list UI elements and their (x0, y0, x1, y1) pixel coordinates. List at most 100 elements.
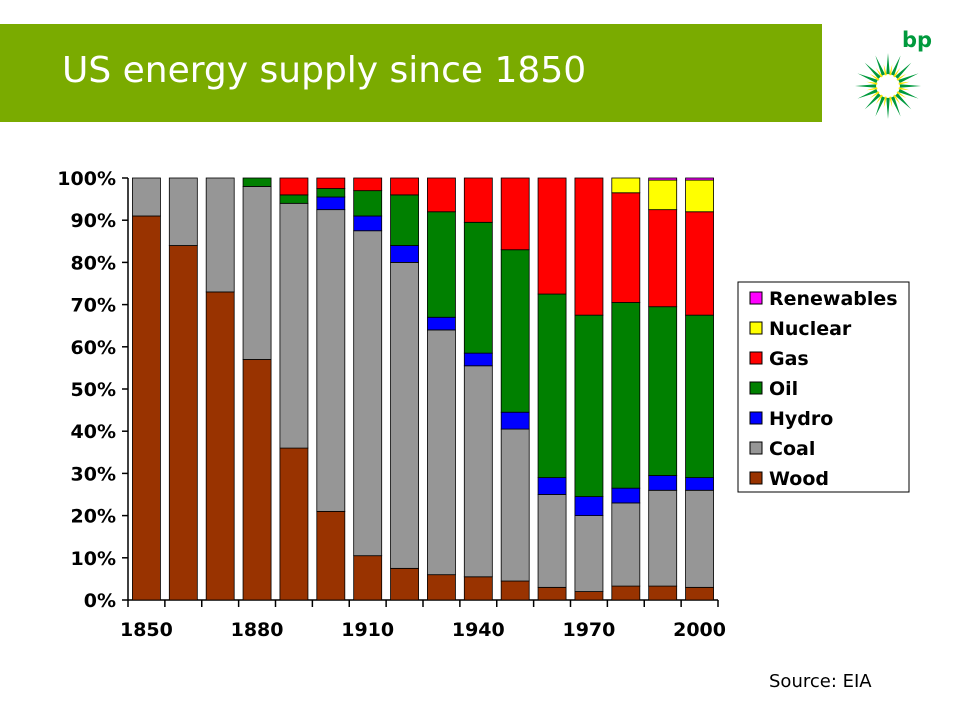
helios-petal (875, 55, 886, 76)
helios-petal (875, 96, 886, 117)
bar-segment-oil-2000 (685, 314, 714, 479)
bar-segment-wood-1910 (353, 555, 383, 601)
helios-inner-petal (891, 92, 901, 105)
legend-label-nuclear: Nuclear (769, 318, 852, 340)
bar-segment-hydro-2000 (685, 477, 714, 491)
helios-petal (855, 84, 877, 88)
helios-petal (898, 73, 919, 84)
helios-petal (886, 97, 890, 119)
helios-inner-petal (875, 67, 885, 80)
y-tick-label: 70% (71, 295, 116, 317)
helios-inner-petal (894, 73, 907, 83)
bar-segment-coal-2000 (685, 489, 714, 588)
bar-segment-wood-1920 (390, 567, 419, 601)
bar-segment-coal-1920 (390, 262, 419, 569)
bar-segment-gas-1890 (279, 177, 309, 196)
helios-petal (895, 62, 912, 79)
bar-segment-hydro-1980 (611, 487, 641, 504)
helios-inner-petal (869, 89, 882, 99)
helios-inner-petal (875, 92, 885, 105)
bar-segment-coal-1890 (279, 202, 309, 449)
y-tick-label: 0% (84, 590, 116, 612)
bar-segment-coal-1870 (205, 177, 235, 293)
helios-inner-petal (869, 73, 882, 83)
bar-segment-nuclear-1990 (648, 179, 678, 211)
bar-segment-oil-1890 (279, 194, 309, 204)
bar-segment-coal-1970 (574, 515, 604, 592)
bar-segment-gas-1910 (353, 177, 383, 192)
helios-petal (890, 55, 901, 76)
x-tick-label: 1910 (341, 619, 394, 641)
bar-segment-gas-1950 (500, 177, 530, 251)
y-tick-label: 40% (71, 421, 116, 443)
helios-inner-petal (896, 86, 910, 91)
x-tick-label: 2000 (673, 619, 726, 641)
legend-label-oil: Oil (769, 378, 798, 400)
bar-segment-hydro-1990 (648, 475, 678, 491)
legend-label-gas: Gas (769, 348, 809, 370)
helios-inner-petal (891, 67, 901, 80)
bar-segment-gas-2000 (685, 211, 714, 316)
helios-petal (899, 84, 921, 88)
bar-segment-wood-1990 (648, 585, 678, 601)
legend-swatch-renewables (749, 291, 763, 305)
helios-sunburst-icon (855, 53, 921, 119)
helios-inner-petal (894, 89, 907, 99)
helios-petal (890, 96, 901, 117)
bar-segment-hydro-1900 (316, 196, 346, 211)
bar-segment-coal-1980 (611, 502, 641, 587)
bar-segment-oil-1980 (611, 302, 641, 489)
helios-inner-petal (896, 81, 910, 86)
energy-supply-chart: 0% 10% 20% 30% 40% 50% 60% 70% 80% 90% 100% 1850 188… (57, 168, 910, 641)
bar-segment-oil-1940 (463, 221, 493, 354)
helios-petal (864, 93, 881, 110)
bar-segment-hydro-1950 (500, 411, 530, 430)
bar-segment-hydro-1910 (353, 215, 383, 232)
bar-segment-oil-1900 (316, 188, 346, 198)
y-tick-label: 30% (71, 463, 116, 485)
bar-segment-coal-1850 (132, 177, 161, 217)
helios-inner-petal (866, 81, 880, 86)
bar-segment-gas-1980 (611, 192, 641, 303)
helios-inner-petal (883, 64, 888, 78)
helios-petal (857, 88, 878, 99)
bar-segment-hydro-1970 (574, 496, 604, 516)
bar-segment-coal-1950 (500, 428, 530, 582)
helios-inner-petal (866, 86, 880, 91)
helios-petal (898, 88, 919, 99)
helios-petal (895, 93, 912, 110)
legend-swatch-gas (749, 351, 763, 365)
bar-segment-hydro-1940 (463, 352, 493, 367)
bar-segment-gas-1930 (427, 177, 456, 213)
bar-segment-wood-1880 (242, 359, 272, 601)
bar-segment-gas-1940 (463, 177, 493, 223)
bp-logo: bp (855, 28, 932, 119)
bar-segment-gas-1960 (537, 177, 567, 295)
bar-segment-hydro-1930 (427, 316, 456, 331)
bar-segment-oil-1970 (574, 314, 604, 498)
helios-inner-petal (883, 94, 888, 108)
x-tick-label: 1970 (562, 619, 615, 641)
helios-inner-petal (888, 64, 893, 78)
bar-segment-hydro-1960 (537, 477, 567, 495)
bar-segment-renewables-1990 (648, 177, 678, 181)
bar-segment-coal-1910 (353, 230, 383, 557)
bar-segment-oil-1930 (427, 211, 456, 318)
bar-segment-coal-1940 (463, 365, 493, 578)
bar-segment-wood-1970 (574, 591, 604, 601)
bar-segment-nuclear-2000 (685, 179, 714, 213)
helios-inner-petal (888, 94, 893, 108)
bar-segment-oil-1880 (242, 177, 272, 187)
x-tick-label: 1880 (231, 619, 284, 641)
bar-segment-wood-1960 (537, 586, 567, 601)
bar-segment-wood-1980 (611, 585, 641, 601)
bar-segment-coal-1860 (168, 177, 198, 246)
bar-segment-gas-1970 (574, 177, 604, 316)
bar-segment-oil-1920 (390, 194, 419, 246)
x-tick-label: 1850 (120, 619, 173, 641)
bar-segment-coal-1880 (242, 186, 272, 360)
bar-segment-nuclear-1980 (611, 177, 641, 194)
bar-segment-hydro-1920 (390, 245, 419, 263)
helios-petal (857, 73, 878, 84)
bar-segment-oil-1910 (353, 190, 383, 217)
